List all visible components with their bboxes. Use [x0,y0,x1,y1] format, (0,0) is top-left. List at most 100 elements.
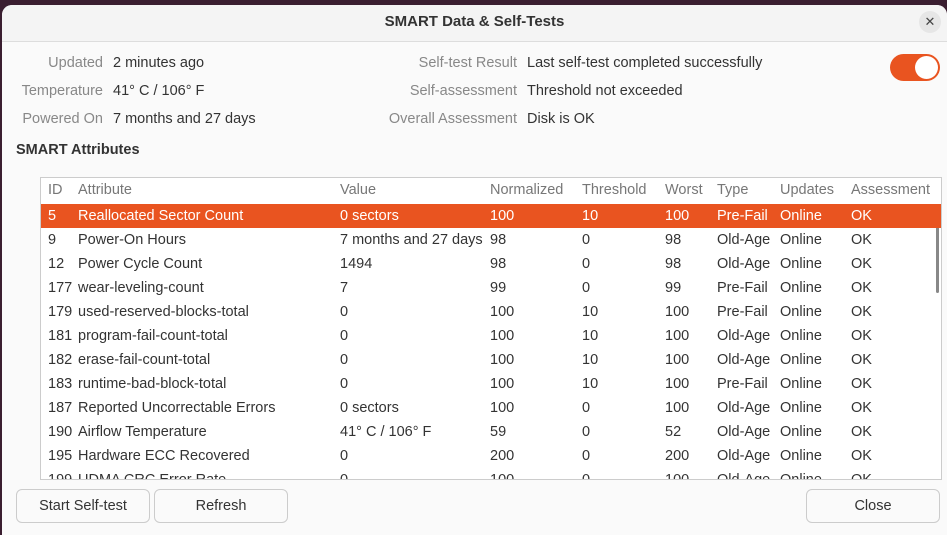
table-cell: 100 [490,328,515,344]
self-test-result-label: Self-test Result [418,55,517,71]
table-cell: 0 [340,376,349,392]
table-cell: 9 [48,232,57,248]
updated-label: Updated [48,55,103,71]
table-cell: 200 [490,448,515,464]
table-cell: used-reserved-blocks-total [78,304,249,320]
table-cell: Online [780,280,822,296]
table-cell: 100 [490,400,515,416]
table-cell: OK [851,328,872,344]
table-cell: 10 [582,376,599,392]
refresh-button[interactable]: Refresh [154,489,288,523]
table-cell: 0 [340,472,349,480]
table-cell: Online [780,400,822,416]
table-row[interactable]: 190 Airflow Temperature 41° C / 106° F 59 0 5… [41,420,941,444]
scrollbar[interactable] [936,208,939,293]
table-cell: 99 [665,280,682,296]
column-header[interactable]: Value [340,182,377,198]
table-row[interactable]: 182 erase-fail-count-total 0 100 10 100 Old-Ag… [41,348,941,372]
table-cell: OK [851,448,872,464]
table-cell: Old-Age [717,472,771,480]
table-cell: 0 [582,280,591,296]
table-cell: OK [851,232,872,248]
column-header[interactable]: Attribute [78,182,132,198]
table-cell: 100 [665,400,690,416]
table-row[interactable]: 12 Power Cycle Count 1494 98 0 98 Old-Age Onlin… [41,252,941,276]
table-cell: 0 [582,232,591,248]
table-cell: Old-Age [717,400,771,416]
table-cell: Reported Uncorrectable Errors [78,400,276,416]
table-cell: OK [851,424,872,440]
table-cell: 199 [48,472,73,480]
smart-toggle[interactable] [890,54,940,81]
table-cell: 5 [48,208,57,224]
table-cell: 100 [665,352,690,368]
column-header[interactable]: Threshold [582,182,647,198]
table-cell: 10 [582,208,599,224]
table-cell: Pre-Fail [717,376,768,392]
temperature-value: 41° C / 106° F [113,83,205,99]
table-cell: 0 [340,448,349,464]
table-cell: runtime-bad-block-total [78,376,227,392]
table-cell: 99 [490,280,507,296]
table-row[interactable]: 195 Hardware ECC Recovered 0 200 0 200 Old-Age… [41,444,941,468]
close-button[interactable]: Close [806,489,940,523]
smart-dialog: SMART Data & Self-Tests ✕ Updated 2 minu… [2,5,947,535]
table-cell: Pre-Fail [717,304,768,320]
table-cell: Online [780,208,822,224]
table-cell: Old-Age [717,424,771,440]
table-cell: Pre-Fail [717,280,768,296]
table-cell: 183 [48,376,73,392]
dialog-title: SMART Data & Self-Tests [384,13,565,30]
table-cell: 100 [665,472,690,480]
table-cell: OK [851,304,872,320]
table-cell: 52 [665,424,682,440]
table-cell: 0 [582,256,591,272]
table-cell: 0 [582,448,591,464]
column-header[interactable]: Normalized [490,182,564,198]
title-bar: SMART Data & Self-Tests ✕ [2,5,947,42]
close-icon[interactable]: ✕ [919,11,941,33]
column-header[interactable]: Worst [665,182,703,198]
table-cell: Power Cycle Count [78,256,203,272]
table-cell: Online [780,304,822,320]
column-header[interactable]: Assessment [851,182,930,198]
table-row[interactable]: 5 Reallocated Sector Count 0 sectors 100 10 1… [41,204,941,228]
table-row[interactable]: 199 UDMA CRC Error Rate 0 100 0 100 Old-Age Onl… [41,468,941,480]
table-cell: 179 [48,304,73,320]
table-row[interactable]: 181 program-fail-count-total 0 100 10 100 Old-… [41,324,941,348]
table-cell: 100 [665,304,690,320]
table-cell: OK [851,256,872,272]
table-row[interactable]: 177 wear-leveling-count 7 99 0 99 Pre-Fail Onli… [41,276,941,300]
column-header[interactable]: ID [48,182,63,198]
table-row[interactable]: 9 Power-On Hours 7 months and 27 days 98 0 98… [41,228,941,252]
table-cell: 190 [48,424,73,440]
table-cell: 100 [665,376,690,392]
table-cell: 0 [582,424,591,440]
table-cell: Old-Age [717,352,771,368]
table-cell: 59 [490,424,507,440]
table-cell: program-fail-count-total [78,328,228,344]
table-cell: UDMA CRC Error Rate [78,472,227,480]
table-cell: 187 [48,400,73,416]
table-cell: 12 [48,256,65,272]
section-title: SMART Attributes [16,142,140,158]
self-assessment-label: Self-assessment [409,83,517,99]
table-cell: 10 [582,352,599,368]
table-cell: OK [851,352,872,368]
column-header[interactable]: Updates [780,182,835,198]
temperature-label: Temperature [21,83,103,99]
table-cell: 1494 [340,256,373,272]
table-row[interactable]: 179 used-reserved-blocks-total 0 100 10 100 Pr… [41,300,941,324]
table-row[interactable]: 183 runtime-bad-block-total 0 100 10 100 Pre-F… [41,372,941,396]
table-cell: 100 [490,352,515,368]
table-cell: 0 [582,400,591,416]
table-cell: 100 [490,376,515,392]
column-header[interactable]: Type [717,182,749,198]
table-cell: 195 [48,448,73,464]
table-cell: 98 [665,232,682,248]
table-cell: Power-On Hours [78,232,186,248]
table-cell: OK [851,400,872,416]
start-self-test-button[interactable]: Start Self-test [16,489,150,523]
table-cell: 0 [582,472,591,480]
table-row[interactable]: 187 Reported Uncorrectable Errors 0 sector… [41,396,941,420]
